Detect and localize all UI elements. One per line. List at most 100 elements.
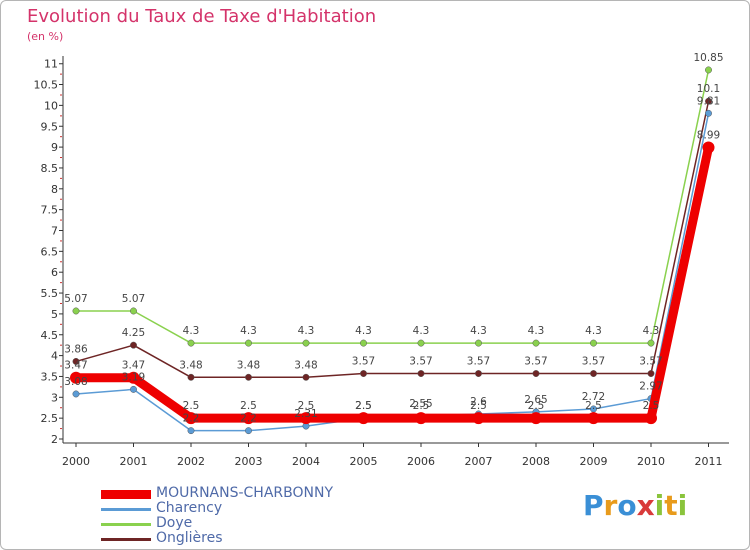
proxiti-logo: Proxiti [583,489,687,522]
y-tick-label: 5.5 [41,287,59,300]
y-tick-label: 9 [51,141,58,154]
data-point [242,412,255,425]
data-label: 2.65 [524,394,547,406]
data-point [185,412,197,425]
data-label: 3.57 [524,356,547,368]
data-label: 2.31 [294,408,317,420]
x-tick-label: 2001 [120,455,148,468]
chart-unit-label: (en %) [27,30,64,43]
data-point [187,373,195,381]
data-point [472,412,485,425]
y-tick-label: 8 [51,183,58,196]
data-label: 4.3 [413,325,430,337]
data-point [245,339,252,347]
chart-axes: 2 2.5 3 3.5 4 4.5 5 5.5 6 6.5 7 7.5 8 8.5 9 9.5 10 10.5 11… [34,56,729,468]
data-point [647,370,655,377]
data-point [475,370,482,377]
data-label: 2.2 [240,413,257,425]
y-tick-label: 11 [44,58,58,71]
data-point [705,109,712,117]
y-tick-label: 7.5 [41,204,59,217]
x-tick-label: 2008 [522,455,550,468]
data-point [130,307,137,315]
data-point [530,412,542,425]
data-point [415,412,427,425]
y-tick-label: 7 [51,225,58,238]
y-tick-label: 4 [51,350,58,363]
data-label: 4.3 [298,325,315,337]
legend-swatch [101,538,151,541]
legend-swatch [101,490,151,499]
data-label: 2.2 [183,413,200,425]
data-point [130,341,137,349]
legend-label: Charency [156,500,223,516]
data-label: 4.3 [183,325,200,337]
logo-letter: i [654,489,665,522]
x-tick-label: 2006 [407,455,435,468]
data-point [532,339,540,347]
series-line-onglières [75,101,710,379]
data-label: 4.3 [585,325,602,337]
legend-label: MOURNANS-CHARBONNY [156,485,334,501]
data-point [360,339,367,347]
data-label: 10.1 [697,83,720,95]
legend-swatch [101,508,151,511]
data-point [417,339,425,347]
data-point [360,370,367,377]
data-point [590,370,597,377]
data-point [187,427,195,435]
data-label: 3.47 [122,360,145,372]
data-label: 3.08 [64,376,87,388]
x-tick-label: 2011 [695,455,723,468]
data-label: 2.5 [470,400,487,412]
x-tick-label: 2009 [580,455,608,468]
y-tick-label: 2.5 [41,412,59,425]
logo-letter: i [677,489,688,522]
data-label: 5.07 [122,293,145,305]
data-point [645,412,657,425]
logo-letter: o [617,489,637,522]
data-point [300,412,312,425]
series-line-charency [75,113,710,432]
data-label: 8.99 [697,130,720,142]
data-label: 10.85 [693,52,723,64]
data-label: 3.48 [294,359,317,371]
data-point [302,373,310,381]
data-point [70,371,82,384]
logo-letter: P [583,489,604,522]
y-tick-label: 3 [51,391,58,404]
data-point [647,339,655,347]
data-point [532,370,540,377]
data-point [705,66,712,74]
legend-swatch [101,523,151,526]
data-label: 2.5 [355,400,372,412]
y-tick-label: 4.5 [41,329,59,342]
data-label: 2.5 [240,400,257,412]
data-label: 3.47 [64,360,87,372]
data-label: 2.5 [355,400,372,412]
series-layer [70,66,715,435]
data-label: 3.86 [64,343,88,355]
data-point [130,385,137,393]
logo-letter: t [664,489,678,522]
data-label: 3.57 [467,356,490,368]
y-tick-label: 6.5 [41,245,59,258]
data-label: 9.81 [697,95,720,107]
data-label: 2.6 [470,396,487,408]
y-tick-label: 5 [51,308,58,321]
series-line-mournans-charbonny [76,146,713,423]
data-label: 4.3 [470,325,487,337]
x-tick-label: 2000 [62,455,90,468]
data-label: 2.55 [409,398,432,410]
legend-label: Doye [156,515,193,531]
data-label: 2.5 [413,400,430,412]
data-point [417,370,425,377]
x-tick-label: 2004 [292,455,320,468]
data-labels-layer: 5.07 5.07 4.3 4.3 4.3 4.3 4.3 4.3 4.3 4.3 4.3 10.85… [64,52,723,425]
data-label: 2.5 [528,400,545,412]
y-tick-label: 10.5 [34,79,59,92]
y-tick-label: 6 [51,266,58,279]
y-tick-label: 2 [51,433,58,446]
